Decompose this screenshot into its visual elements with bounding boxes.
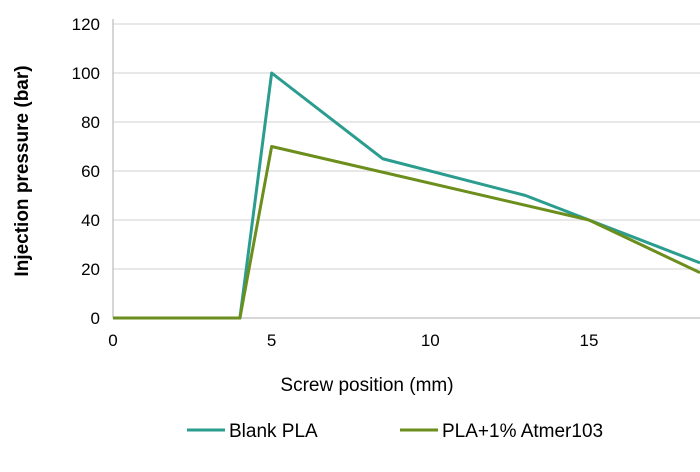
y-tick-label: 60	[81, 162, 100, 181]
y-tick-label: 0	[91, 309, 100, 328]
y-tick-label: 80	[81, 113, 100, 132]
x-tick-labels: 0 5 10 15	[108, 331, 598, 350]
y-axis-label: Injection pressure (bar)	[12, 65, 33, 276]
x-tick-label: 15	[579, 331, 598, 350]
legend-label-pla-atmer: PLA+1% Atmer103	[442, 421, 603, 442]
legend-label-blank-pla: Blank PLA	[229, 421, 318, 442]
y-tick-label: 40	[81, 211, 100, 230]
x-tick-label: 0	[108, 331, 117, 350]
y-tick-label: 120	[72, 15, 100, 34]
x-tick-label: 10	[421, 331, 440, 350]
y-tick-label: 100	[72, 64, 100, 83]
series-line-1	[113, 145, 700, 320]
y-tick-labels: 0 20 40 60 80 100 120	[72, 15, 100, 328]
series-lines	[113, 71, 700, 320]
y-tick-label: 20	[81, 260, 100, 279]
gridlines	[112, 19, 700, 319]
series-line-0	[113, 71, 700, 320]
legend: Blank PLA PLA+1% Atmer103	[187, 421, 603, 442]
x-tick-label: 5	[267, 331, 276, 350]
x-axis-label: Screw position (mm)	[280, 375, 453, 396]
